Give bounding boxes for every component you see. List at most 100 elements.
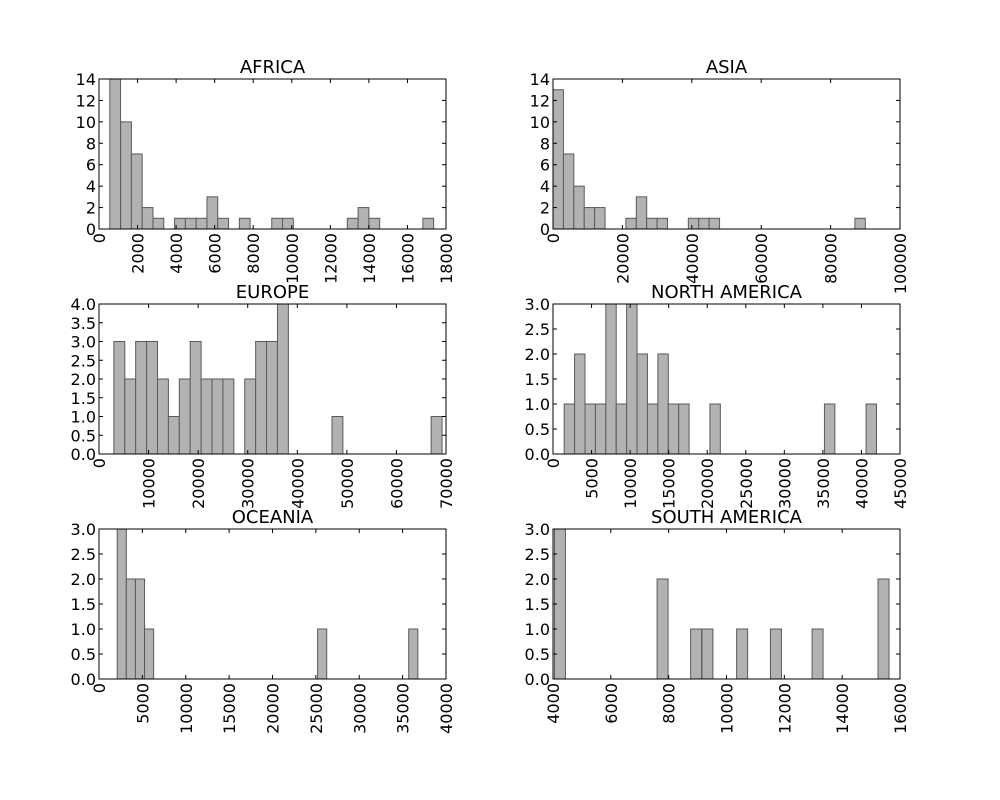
asia-bar-2 (573, 185, 585, 230)
panel-africa: AFRICA 0 2 4 6 8 10 12 14 0 2000 4000 6000 8000 10000 1… (76, 57, 456, 284)
oceania-xtick-label: 40000 (437, 683, 456, 734)
europe-bar-10 (222, 378, 235, 455)
asia-bar-4 (594, 207, 606, 230)
oceania-xtick-label: 10000 (177, 683, 196, 734)
north-america-xtick-label: 20000 (698, 458, 717, 509)
europe-ytick-label: 3.0 (71, 333, 96, 352)
north-america-bar-1 (574, 353, 586, 455)
oceania-ytick-label: 3.0 (71, 520, 96, 539)
asia-axes-frame (552, 78, 901, 230)
europe-bar-4 (156, 378, 169, 455)
north-america-bar-10 (667, 403, 680, 455)
europe-bar-9 (211, 378, 224, 455)
africa-bar-9 (217, 217, 230, 230)
africa-xtick-label: 4000 (167, 233, 186, 274)
africa-ytick-label: 0 (86, 220, 96, 239)
africa-bar-2 (130, 153, 143, 230)
south-america-bar-1 (656, 578, 669, 680)
oceania-bar-5 (408, 628, 419, 680)
oceania-ytick-label: 2.0 (71, 570, 96, 589)
africa-bar-1 (120, 121, 132, 230)
africa-bar-14 (357, 207, 370, 230)
europe-ytick-label: 0.5 (71, 426, 96, 445)
africa-xtick-label: 14000 (360, 233, 379, 284)
europe-bar-7 (189, 341, 202, 455)
asia-bar-5 (625, 217, 637, 230)
europe-bar-3 (146, 341, 158, 455)
north-america-ytick-label: 2.5 (525, 320, 550, 339)
africa-xtick-label: 16000 (398, 233, 417, 284)
europe-bar-6 (178, 378, 191, 455)
africa-bar-7 (195, 217, 208, 230)
north-america-bar-7 (636, 353, 648, 455)
africa-bar-4 (152, 217, 165, 230)
asia-bar-9 (687, 217, 700, 230)
south-america-xtick-label: 10000 (718, 683, 737, 734)
europe-xtick-label: 0 (90, 458, 109, 468)
north-america-xtick-label: 5000 (583, 458, 602, 499)
africa-xtick-label: 12000 (321, 233, 340, 284)
oceania-ytick-label: 0.5 (71, 645, 96, 664)
asia-ytick-label: 10 (530, 113, 550, 132)
africa-bar-13 (346, 217, 359, 230)
europe-bar-1 (124, 378, 137, 455)
europe-xtick-label: 70000 (437, 458, 456, 509)
oceania-ytick-label: 2.5 (71, 545, 96, 564)
europe-ytick-label: 2.0 (71, 370, 96, 389)
south-america-ytick-label: 3.0 (525, 520, 550, 539)
north-america-xtick-label: 35000 (814, 458, 833, 509)
asia-bars (552, 89, 866, 230)
africa-xtick-label: 6000 (206, 233, 225, 274)
asia-title: ASIA (706, 57, 748, 78)
asia-ytick-label: 0 (540, 220, 550, 239)
north-america-title: NORTH AMERICA (651, 282, 803, 303)
asia-bar-12 (854, 217, 866, 230)
south-america-xtick-label: 8000 (660, 683, 679, 724)
europe-xtick-label: 60000 (387, 458, 406, 509)
oceania-bar-3 (144, 628, 155, 680)
asia-xtick-label: 60000 (752, 233, 771, 284)
asia-bar-8 (656, 217, 669, 230)
south-america-xtick-label: 14000 (833, 683, 852, 734)
europe-bar-0 (113, 341, 126, 455)
africa-bar-11 (271, 217, 284, 230)
oceania-xtick-label: 15000 (220, 683, 239, 734)
panel-north-america: NORTH AMERICA 0.0 0.5 1.0 1.5 2.0 2.5 3.0 0 5000 1… (525, 282, 910, 509)
asia-xtick-label: 20000 (613, 233, 632, 284)
panel-oceania: OCEANIA 0.0 0.5 1.0 1.5 2.0 2.5 3.0 0 5000 10000 15… (71, 507, 456, 734)
europe-bars (113, 303, 443, 455)
south-america-ytick-label: 0.0 (525, 670, 550, 689)
north-america-bars (563, 303, 877, 455)
europe-xtick-label: 40000 (288, 458, 307, 509)
north-america-bar-0 (563, 403, 576, 455)
asia-xtick-label: 0 (544, 233, 563, 243)
europe-xtick-label: 30000 (239, 458, 258, 509)
asia-ytick-label: 8 (540, 134, 550, 153)
south-america-title: SOUTH AMERICA (651, 507, 803, 528)
oceania-xtick-label: 5000 (133, 683, 152, 724)
europe-ytick-label: 4.0 (71, 295, 96, 314)
asia-xtick-label: 100000 (891, 233, 910, 294)
asia-bar-0 (552, 89, 564, 230)
europe-title: EUROPE (236, 282, 309, 303)
north-america-ytick-label: 0.0 (525, 445, 550, 464)
south-america-ytick-label: 2.5 (525, 545, 550, 564)
asia-ytick-label: 4 (540, 177, 550, 196)
oceania-xtick-label: 30000 (350, 683, 369, 734)
oceania-xtick-label: 25000 (307, 683, 326, 734)
asia-ytick-label: 12 (530, 91, 550, 110)
asia-ytick-label: 2 (540, 199, 550, 218)
oceania-xtick-label: 35000 (394, 683, 413, 734)
north-america-xtick-label: 15000 (660, 458, 679, 509)
africa-ytick-label: 12 (76, 91, 96, 110)
north-america-bar-14 (865, 403, 877, 455)
africa-bar-15 (368, 217, 381, 230)
north-america-bar-2 (584, 403, 596, 455)
asia-bar-11 (708, 217, 721, 230)
africa-xtick-label: 2000 (129, 233, 148, 274)
north-america-bar-4 (605, 303, 617, 455)
north-america-xtick-label: 40000 (852, 458, 871, 509)
north-america-xtick-label: 25000 (737, 458, 756, 509)
africa-xtick-label: 0 (90, 233, 109, 243)
